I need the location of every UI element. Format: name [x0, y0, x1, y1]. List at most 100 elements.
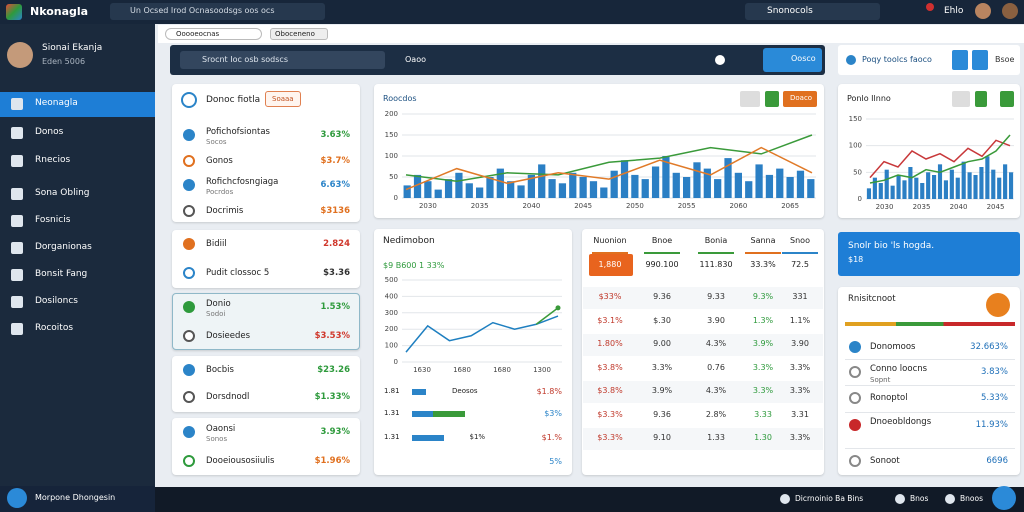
table-header: Snoo: [790, 236, 810, 245]
header-btn[interactable]: [952, 50, 968, 70]
nav-icon: [11, 323, 23, 335]
bar: [755, 164, 763, 198]
table-cell: 9.10: [653, 433, 671, 442]
nav-item[interactable]: Fosnicis: [35, 215, 71, 225]
bar: [455, 172, 463, 198]
search-box[interactable]: Snonocols: [745, 3, 880, 20]
row-sub: Socos: [206, 138, 227, 146]
row-sub: Pocrdos: [206, 188, 234, 196]
line: [535, 307, 559, 325]
nav-item[interactable]: Donos: [35, 127, 64, 137]
right-header-button[interactable]: Bsoe: [995, 55, 1015, 64]
toolbar-label: Oaoo: [405, 55, 426, 64]
row-label: Bidiil: [206, 239, 227, 249]
x-tick-label: 1300: [533, 366, 551, 374]
bar: [908, 167, 913, 199]
highlight-cell: [589, 254, 633, 276]
table-cell: $3.3%: [597, 409, 623, 419]
browser-tab[interactable]: Un Ocsed Irod Ocnasoodsgs oos ocs: [110, 3, 325, 20]
bottom-icon: [780, 494, 790, 504]
bottom-icon: [945, 494, 955, 504]
bar: [796, 170, 805, 198]
bar: [403, 185, 411, 198]
chart-title: Ponlo Ilnno: [847, 94, 891, 103]
row-icon: [183, 301, 195, 313]
nav-item[interactable]: Bonsit Fang: [35, 269, 88, 279]
progress-green: [433, 411, 465, 417]
table-cell: 33.3%: [750, 260, 776, 269]
line: [869, 139, 1011, 179]
x-tick-label: 1630: [413, 366, 431, 374]
list-label: Conno loocns: [870, 364, 928, 374]
bottom-item[interactable]: Bnoos: [960, 494, 983, 503]
row-label: Donio: [206, 299, 231, 309]
y-tick-label: 400: [385, 292, 398, 300]
bar: [734, 172, 742, 198]
nav-item[interactable]: Rocoitos: [35, 323, 74, 333]
table-header: Sanna: [750, 236, 776, 245]
header-rule: [592, 252, 628, 254]
bar: [538, 164, 546, 198]
chart: 0 50 100 150 2030 2035 2040 2045: [849, 115, 1014, 211]
table-header: Bnoe: [651, 236, 673, 245]
bar: [973, 175, 978, 199]
bar: [937, 164, 943, 199]
stat-card: [172, 230, 360, 288]
header-btn[interactable]: [972, 50, 988, 70]
toolbar-search[interactable]: Srocnt Ioc osb sodscs: [180, 51, 385, 69]
table-cell: 111.830: [699, 260, 733, 269]
bottom-item[interactable]: Dicrnoinio Ba Bins: [795, 494, 864, 503]
nav-item[interactable]: Neonagla: [35, 98, 78, 108]
table-cell: 4.3%: [705, 339, 727, 348]
chart-button[interactable]: Doaco: [783, 91, 817, 107]
row-stripe: [583, 334, 823, 356]
table-cell: 3.3%: [651, 362, 673, 372]
list-divider: [845, 359, 1015, 360]
y-tick-label: 100: [385, 152, 398, 160]
chart-btn[interactable]: [765, 91, 779, 107]
chart: 0 100 200 300 400 500 1630 1680 1680 1300: [385, 276, 562, 374]
bar: [902, 180, 907, 199]
address-field[interactable]: Oboceneno: [270, 28, 328, 40]
bar: [914, 177, 919, 199]
table-cell: 3.3%: [752, 362, 774, 372]
bar: [979, 167, 984, 199]
row-label: Dorsdnodl: [206, 392, 250, 402]
y-tick-label: 0: [858, 195, 862, 203]
stat-card: [172, 84, 360, 222]
bar: [413, 174, 422, 198]
list-value: 3.83%: [980, 367, 1008, 377]
toolbar-button[interactable]: Oosco: [763, 48, 822, 72]
progress-value: $1.%: [541, 433, 562, 442]
y-tick-label: 0: [394, 358, 398, 366]
chart-btn[interactable]: [975, 91, 987, 107]
list-value: 5.33%: [980, 393, 1008, 403]
bar: [967, 172, 972, 199]
row-icon: [183, 426, 195, 438]
row-icon: [183, 238, 195, 250]
nav-item[interactable]: Dorganionas: [35, 242, 92, 252]
bar: [872, 177, 877, 199]
nav-item[interactable]: Rnecios: [35, 155, 71, 165]
nav-item[interactable]: Dosiloncs: [35, 296, 78, 306]
list-divider: [845, 385, 1015, 386]
row-value: 3.93%: [320, 427, 351, 437]
right-header-title: Poqy toolcs faoco: [862, 55, 932, 64]
nav-item[interactable]: Sona Obling: [35, 188, 90, 198]
header-rule: [698, 252, 734, 254]
list-icon: [849, 455, 861, 467]
chart-btn[interactable]: [952, 91, 970, 107]
card-badge[interactable]: Soaaa: [265, 91, 301, 107]
progress-blue: [412, 411, 433, 417]
header-rule: [745, 252, 781, 254]
row-stripe: [583, 287, 823, 309]
chart-btn[interactable]: [1000, 91, 1014, 107]
chart-btn[interactable]: [740, 91, 760, 107]
address-field[interactable]: Ooooeocnas: [165, 28, 262, 40]
y-tick-label: 50: [853, 168, 862, 176]
table-cell: $3.8%: [597, 362, 623, 372]
table-cell: 1.3%: [752, 315, 774, 325]
bottom-item[interactable]: Bnos: [910, 494, 929, 503]
chart-title: Roocdos: [383, 94, 417, 103]
